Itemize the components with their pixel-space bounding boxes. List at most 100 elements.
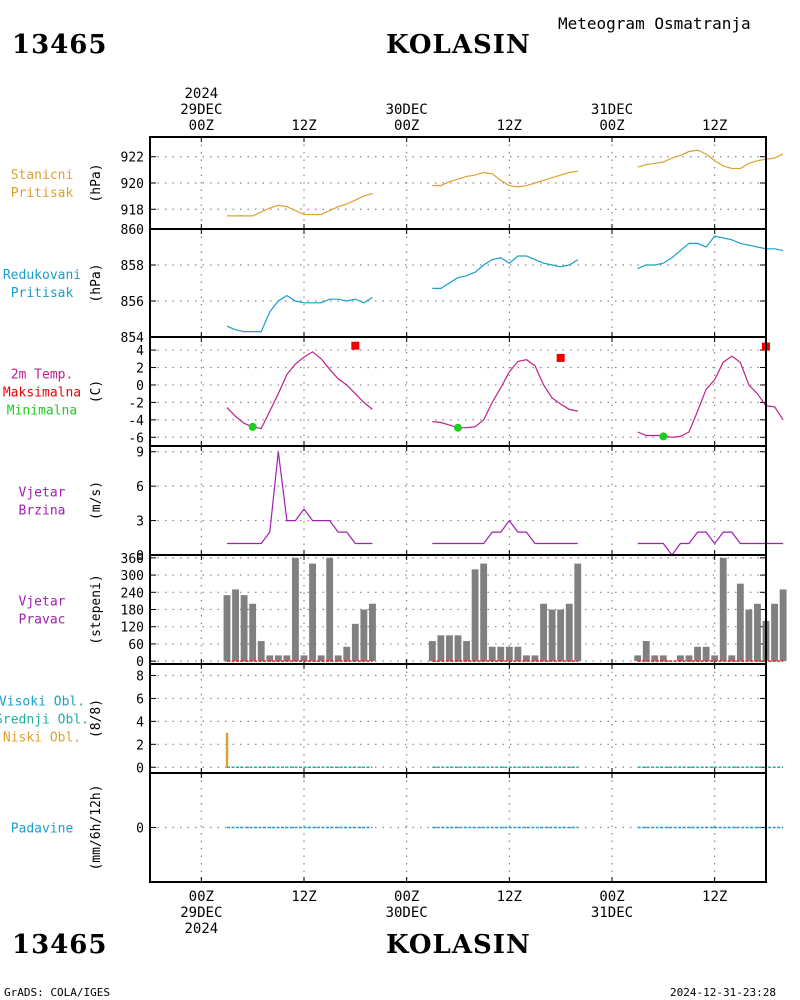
- bar: [719, 557, 727, 662]
- y-tick-label: 360: [121, 552, 144, 567]
- panel-frame: [149, 663, 767, 774]
- panel-frame: [149, 445, 767, 556]
- bar: [771, 603, 778, 662]
- bottom-time-label: 29DEC: [180, 905, 222, 921]
- y-tick-label: 4: [136, 715, 144, 730]
- unit-label: (stepeni): [89, 574, 104, 644]
- panel-label: Visoki Obl.: [0, 695, 85, 710]
- series-line: [432, 519, 578, 545]
- y-tick-label: 0: [136, 761, 144, 776]
- y-tick-label: 180: [121, 604, 144, 619]
- bar: [351, 623, 359, 662]
- bar: [274, 655, 282, 662]
- y-tick-label: 0: [136, 655, 144, 670]
- bottom-time-label: 00Z: [189, 889, 214, 905]
- series-line: [227, 192, 373, 217]
- series-line: [432, 255, 579, 289]
- unit-label: (hPa): [89, 263, 104, 302]
- series-line: [432, 170, 578, 188]
- bar: [514, 646, 522, 662]
- bar: [480, 563, 488, 662]
- panel-redukovani-pritisak: 854 856 858 860 (hPa) Redukovani Pritisak: [3, 223, 784, 346]
- max-temp-marker: [351, 341, 360, 350]
- top-time-label: 30DEC: [386, 102, 428, 118]
- bar: [369, 603, 376, 662]
- series-line: [432, 359, 578, 429]
- bar: [334, 655, 342, 662]
- bar: [754, 603, 761, 662]
- bar: [225, 732, 229, 768]
- unit-label: (8/8): [89, 699, 104, 738]
- bar: [497, 646, 505, 662]
- panel-label: Brzina: [19, 504, 66, 519]
- bottom-time-label: 00Z: [394, 889, 419, 905]
- bar: [702, 646, 710, 662]
- bar: [471, 569, 479, 662]
- panel-oblacnost: 0 2 4 6 8 (8/8) Visoki Obl. Srednji Obl. Niski O…: [0, 663, 784, 776]
- top-time-label: 00Z: [599, 118, 624, 134]
- panel-vjetar-pravac: 0 60 120 180 240 300 360 (stepeni) Vjetar Pravac: [19, 552, 787, 670]
- bar: [531, 655, 539, 662]
- bar: [677, 655, 684, 662]
- series-line: [226, 294, 373, 333]
- bar: [283, 655, 291, 662]
- bar: [659, 655, 667, 662]
- y-tick-label: 860: [121, 223, 144, 238]
- y-tick-label: 0: [136, 549, 144, 564]
- bar: [317, 655, 325, 662]
- bar: [745, 609, 753, 662]
- panel-label: Vjetar: [19, 486, 66, 501]
- bar: [557, 609, 565, 662]
- credit-text: GrADS: COLA/IGES: [4, 986, 110, 999]
- bar: [565, 603, 573, 662]
- top-time-label: 00Z: [189, 118, 214, 134]
- bar: [642, 641, 650, 662]
- y-tick-label: 9: [136, 446, 144, 461]
- series-line: [637, 235, 784, 270]
- y-tick-label: 2: [136, 362, 144, 377]
- panel-label: Padavine: [11, 822, 74, 837]
- station-name-bottom: KOLASIN: [386, 930, 531, 960]
- y-tick-label: 856: [121, 295, 144, 310]
- bar: [360, 609, 368, 662]
- y-tick-label: 6: [136, 692, 144, 707]
- bar: [505, 646, 513, 662]
- bar: [463, 641, 470, 662]
- station-id-top: 13465: [12, 30, 108, 60]
- station-name-top: KOLASIN: [386, 30, 531, 60]
- bar: [634, 655, 642, 662]
- y-tick-label: 240: [121, 586, 144, 601]
- bottom-time-label: 12Z: [702, 889, 727, 905]
- y-tick-label: 854: [121, 331, 145, 346]
- panel-label: Pravac: [19, 613, 66, 628]
- min-temp-marker: [454, 423, 462, 432]
- y-tick-label: -6: [128, 431, 144, 446]
- bar: [437, 635, 445, 662]
- bar: [266, 655, 274, 662]
- station-id-bottom: 13465: [12, 930, 108, 960]
- bar: [540, 603, 547, 662]
- y-tick-label: 2: [136, 738, 144, 753]
- bar: [249, 603, 257, 662]
- unit-label: (mm/6h/12h): [89, 784, 104, 870]
- y-tick-label: 858: [121, 259, 144, 274]
- y-tick-label: 0: [136, 379, 144, 394]
- panel-label: Stanicni: [11, 168, 74, 183]
- y-tick-label: -4: [128, 414, 144, 429]
- unit-label: (C): [89, 380, 104, 403]
- panel-label: Maksimalna: [3, 386, 81, 401]
- y-tick-label: 8: [136, 669, 144, 684]
- panel-label: Vjetar: [19, 595, 66, 610]
- y-tick-label: 0: [136, 822, 144, 837]
- y-tick-label: 6: [136, 480, 144, 495]
- series-line: [637, 531, 784, 557]
- bar: [309, 563, 316, 662]
- bottom-time-label: 12Z: [497, 889, 522, 905]
- bar: [300, 655, 308, 662]
- bar: [728, 655, 736, 662]
- bar: [548, 609, 556, 662]
- y-tick-label: 922: [121, 151, 144, 166]
- unit-label: (hPa): [89, 163, 104, 202]
- bottom-time-label: 00Z: [599, 889, 624, 905]
